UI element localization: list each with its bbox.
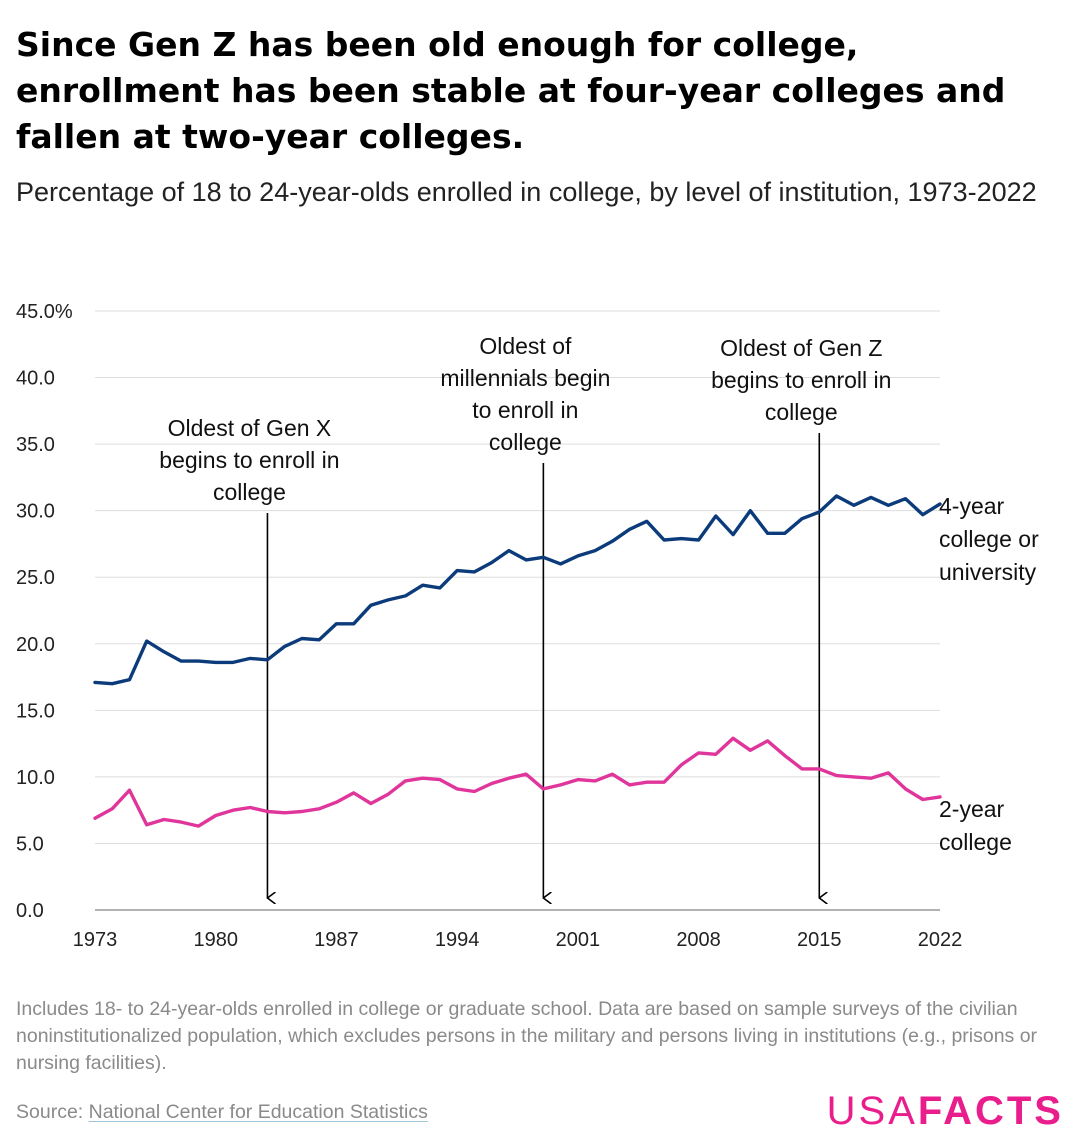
annotation-label: begins to enroll in <box>159 447 339 473</box>
y-tick-label: 10.0 <box>16 767 55 789</box>
y-tick-label: 15.0 <box>16 700 55 722</box>
annotation-label: millennials begin <box>440 365 610 391</box>
y-tick-label: 45.0% <box>16 301 73 323</box>
series-label: college <box>939 829 1012 855</box>
source-prefix: Source: <box>16 1101 89 1123</box>
annotation-label: Oldest of Gen Z <box>720 335 882 361</box>
y-tick-label: 0.0 <box>16 900 44 922</box>
x-tick-label: 2001 <box>556 929 601 951</box>
y-tick-label: 30.0 <box>16 501 55 523</box>
footnote: Includes 18- to 24-year-olds enrolled in… <box>16 998 1038 1074</box>
y-tick-label: 35.0 <box>16 434 55 456</box>
y-tick-label: 25.0 <box>16 567 55 589</box>
series-label: 2-year <box>939 796 1005 822</box>
series-line-2-year <box>93 736 942 828</box>
series-lines <box>93 494 942 828</box>
gridlines <box>95 310 940 911</box>
y-tick-label: 5.0 <box>16 833 44 855</box>
x-tick-label: 1994 <box>435 929 480 951</box>
logo-facts: FACTS <box>917 1089 1064 1133</box>
usafacts-logo: USAFACTS <box>827 1088 1064 1134</box>
line-chart: 0.0 5.0 10.0 15.0 20.0 25.0 30.0 35.0 40.0 45.0% 1… <box>16 301 1039 951</box>
chart-subtitle: Percentage of 18 to 24-year-olds enrolle… <box>16 177 1037 207</box>
annotation-label: college <box>489 429 562 455</box>
axis-labels: 0.0 5.0 10.0 15.0 20.0 25.0 30.0 35.0 40.0 45.0% 1… <box>16 301 962 951</box>
annotation-label: to enroll in <box>472 397 578 423</box>
annotation-label: college <box>213 479 286 505</box>
logo-usa: USA <box>826 1089 918 1133</box>
annotations: Oldest of Gen X begins to enroll in colleg… <box>159 333 891 898</box>
series-label: college or <box>939 526 1039 552</box>
series-line-4-year <box>93 494 942 686</box>
annotation-label: Oldest of <box>479 333 572 359</box>
source-link[interactable]: National Center for Education Statistics <box>88 1101 428 1123</box>
x-tick-label: 1973 <box>73 929 118 951</box>
annotation-label: begins to enroll in <box>711 367 891 393</box>
y-tick-label: 20.0 <box>16 634 55 656</box>
x-tick-label: 2022 <box>918 929 963 951</box>
y-tick-label: 40.0 <box>16 368 55 390</box>
annotation-label: Oldest of Gen X <box>168 415 332 441</box>
series-label: university <box>939 559 1037 585</box>
x-tick-label: 1980 <box>193 929 238 951</box>
x-tick-label: 2008 <box>676 929 721 951</box>
x-tick-label: 1987 <box>314 929 359 951</box>
annotation-label: college <box>765 399 838 425</box>
series-labels: 4-year college or university 2-year college <box>939 493 1039 855</box>
chart-title: Since Gen Z has been old enough for coll… <box>16 25 1006 156</box>
source-line: Source: National Center for Education St… <box>16 1101 428 1124</box>
series-label: 4-year <box>939 493 1005 519</box>
x-tick-label: 2015 <box>797 929 842 951</box>
